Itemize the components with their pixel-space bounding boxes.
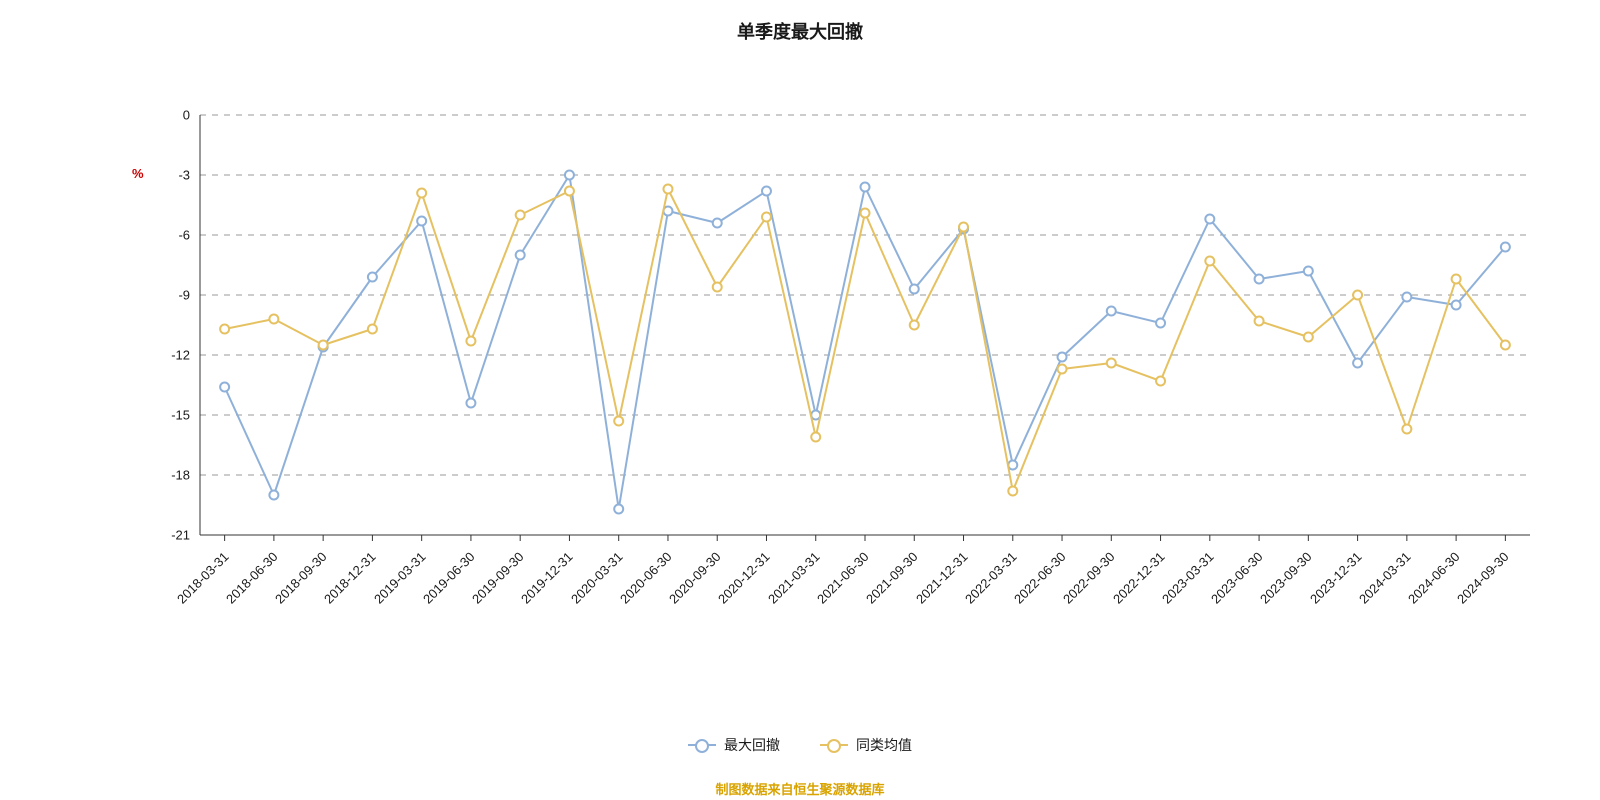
- series-marker-0: [861, 183, 870, 192]
- series-marker-0: [1205, 215, 1214, 224]
- series-marker-1: [269, 315, 278, 324]
- y-tick-label: -15: [140, 408, 190, 423]
- series-marker-1: [1008, 487, 1017, 496]
- series-marker-1: [1304, 333, 1313, 342]
- series-marker-1: [565, 187, 574, 196]
- series-marker-0: [614, 505, 623, 514]
- series-marker-0: [466, 399, 475, 408]
- series-marker-0: [910, 285, 919, 294]
- series-marker-1: [1156, 377, 1165, 386]
- series-marker-1: [1107, 359, 1116, 368]
- y-tick-label: -3: [140, 168, 190, 183]
- series-marker-1: [910, 321, 919, 330]
- series-marker-0: [368, 273, 377, 282]
- series-marker-0: [1058, 353, 1067, 362]
- series-marker-1: [1255, 317, 1264, 326]
- series-marker-1: [516, 211, 525, 220]
- y-tick-label: -21: [140, 528, 190, 543]
- series-marker-1: [1452, 275, 1461, 284]
- series-marker-0: [1501, 243, 1510, 252]
- series-marker-1: [663, 185, 672, 194]
- series-marker-1: [220, 325, 229, 334]
- series-marker-0: [220, 383, 229, 392]
- series-marker-0: [269, 491, 278, 500]
- series-marker-1: [713, 283, 722, 292]
- series-line-0: [225, 175, 1506, 509]
- series-marker-1: [959, 223, 968, 232]
- series-marker-1: [368, 325, 377, 334]
- series-marker-0: [1304, 267, 1313, 276]
- legend-label: 最大回撤: [724, 735, 780, 755]
- data-source-footer: 制图数据来自恒生聚源数据库: [0, 779, 1600, 798]
- series-marker-1: [811, 433, 820, 442]
- y-tick-label: 0: [140, 108, 190, 123]
- series-marker-1: [1402, 425, 1411, 434]
- chart-svg: [0, 0, 1600, 800]
- legend-item-0[interactable]: 最大回撤: [688, 735, 780, 755]
- series-marker-1: [466, 337, 475, 346]
- series-marker-0: [1353, 359, 1362, 368]
- series-marker-0: [1452, 301, 1461, 310]
- series-marker-0: [417, 217, 426, 226]
- series-marker-1: [319, 341, 328, 350]
- y-tick-label: -18: [140, 468, 190, 483]
- series-marker-1: [1353, 291, 1362, 300]
- series-marker-1: [614, 417, 623, 426]
- series-marker-0: [762, 187, 771, 196]
- y-tick-label: -6: [140, 228, 190, 243]
- chart-container: 单季度最大回撤 % 0-3-6-9-12-15-18-21 2018-03-31…: [0, 0, 1600, 800]
- series-marker-0: [1255, 275, 1264, 284]
- series-marker-1: [1205, 257, 1214, 266]
- series-marker-0: [516, 251, 525, 260]
- series-marker-0: [1107, 307, 1116, 316]
- y-tick-label: -12: [140, 348, 190, 363]
- series-marker-1: [1501, 341, 1510, 350]
- series-marker-0: [713, 219, 722, 228]
- series-marker-1: [762, 213, 771, 222]
- legend-swatch-icon: [688, 744, 716, 746]
- series-marker-0: [565, 171, 574, 180]
- legend-label: 同类均值: [856, 735, 912, 755]
- series-marker-0: [1008, 461, 1017, 470]
- series-marker-1: [861, 209, 870, 218]
- legend: 最大回撤 同类均值: [0, 735, 1600, 755]
- series-marker-1: [417, 189, 426, 198]
- legend-swatch-icon: [820, 744, 848, 746]
- series-marker-0: [1402, 293, 1411, 302]
- series-marker-1: [1058, 365, 1067, 374]
- y-tick-label: -9: [140, 288, 190, 303]
- series-marker-0: [1156, 319, 1165, 328]
- series-line-1: [225, 189, 1506, 491]
- legend-item-1[interactable]: 同类均值: [820, 735, 912, 755]
